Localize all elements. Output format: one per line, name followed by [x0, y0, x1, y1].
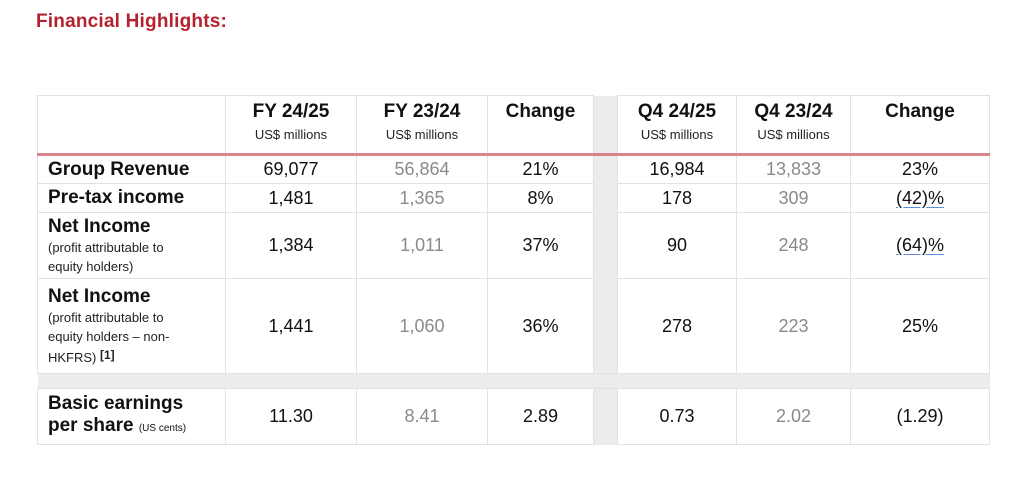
table-row: Net Income (profit attributable to equit… — [37, 212, 990, 279]
column-label: Q4 23/24 — [754, 101, 833, 122]
header-empty-cell — [37, 95, 226, 156]
negative-value: (64)% — [895, 235, 944, 255]
header-fy-prior: FY 23/24 US$ millions — [356, 95, 488, 156]
value-cell: 1,481 — [225, 183, 357, 213]
column-spacer — [593, 212, 618, 279]
header-row: FY 24/25 US$ millions FY 23/24 US$ milli… — [37, 95, 990, 156]
header-q4-prior: Q4 23/24 US$ millions — [736, 95, 851, 156]
value-cell: 37% — [487, 212, 594, 279]
value-cell: 13,833 — [736, 154, 851, 184]
header-q4-change: Change — [850, 95, 990, 156]
value-cell: 278 — [617, 278, 737, 374]
value-cell: (1.29) — [850, 388, 990, 445]
row-label-text: Net Income — [48, 285, 151, 307]
column-label: FY 23/24 — [383, 101, 461, 122]
row-label: Net Income (profit attributable to equit… — [37, 278, 226, 374]
column-spacer — [593, 154, 618, 184]
row-label-text: Pre-tax income — [48, 187, 185, 208]
table-row: Pre-tax income 1,481 1,365 8% 178 309 (4… — [37, 183, 990, 213]
column-unit: US$ millions — [254, 127, 328, 142]
column-spacer — [593, 388, 618, 445]
value-cell: 23% — [850, 154, 990, 184]
row-label-note-text: HKFRS) — [48, 349, 97, 365]
value-cell: (42)% — [850, 183, 990, 213]
value-cell: 8% — [487, 183, 594, 213]
financial-highlights-table: FY 24/25 US$ millions FY 23/24 US$ milli… — [37, 95, 990, 445]
row-label-note: (profit attributable to — [48, 309, 164, 325]
row-label-text: Net Income — [48, 215, 151, 237]
value-cell: 248 — [736, 212, 851, 279]
column-spacer — [593, 95, 618, 156]
value-cell: 0.73 — [617, 388, 737, 445]
value-cell: 56,864 — [356, 154, 488, 184]
value-cell: 69,077 — [225, 154, 357, 184]
row-label-note: HKFRS) [1] — [48, 346, 225, 367]
value-cell: 223 — [736, 278, 851, 374]
page-title: Financial Highlights: — [36, 11, 228, 32]
value-cell: 16,984 — [617, 154, 737, 184]
row-label-note: (profit attributable to — [48, 239, 164, 255]
row-label: Group Revenue — [37, 154, 226, 184]
column-label: Change — [885, 101, 955, 122]
value-cell: 11.30 — [225, 388, 357, 445]
row-label: Basic earnings per share (US cents) — [37, 388, 226, 445]
value-cell: 21% — [487, 154, 594, 184]
table-row: Basic earnings per share (US cents) 11.3… — [37, 388, 990, 445]
footnote-ref: [1] — [100, 347, 115, 362]
column-label: FY 24/25 — [252, 101, 330, 122]
row-label: Net Income (profit attributable to equit… — [37, 212, 226, 279]
row-label-text-line2: per share (US cents) — [48, 415, 225, 440]
column-spacer — [593, 278, 618, 374]
value-cell: (64)% — [850, 212, 990, 279]
value-cell: 1,384 — [225, 212, 357, 279]
table-row: Group Revenue 69,077 56,864 21% 16,984 1… — [37, 154, 990, 184]
separator-row — [37, 373, 990, 389]
value-cell: 1,441 — [225, 278, 357, 374]
row-label-note: equity holders – non- — [48, 328, 170, 344]
table-row: Net Income (profit attributable to equit… — [37, 278, 990, 374]
column-unit: US$ millions — [385, 127, 459, 142]
row-label-text: per share — [48, 415, 134, 436]
column-label: Q4 24/25 — [637, 101, 717, 122]
value-cell: 25% — [850, 278, 990, 374]
value-cell: 2.02 — [736, 388, 851, 445]
row-label-note: equity holders) — [48, 258, 134, 274]
value-cell: 178 — [617, 183, 737, 213]
header-q4-current: Q4 24/25 US$ millions — [617, 95, 737, 156]
row-label-unit: (US cents) — [138, 423, 187, 434]
header-fy-change: Change — [487, 95, 594, 156]
value-cell: 8.41 — [356, 388, 488, 445]
row-label-text: Group Revenue — [48, 158, 190, 180]
value-cell: 90 — [617, 212, 737, 279]
column-spacer — [593, 183, 618, 213]
value-cell: 1,365 — [356, 183, 488, 213]
value-cell: 1,011 — [356, 212, 488, 279]
column-unit: US$ millions — [640, 127, 714, 142]
value-cell: 2.89 — [487, 388, 594, 445]
value-cell: 1,060 — [356, 278, 488, 374]
negative-value: (42)% — [895, 187, 944, 208]
value-cell: 309 — [736, 183, 851, 213]
row-label-text: Basic earnings — [48, 393, 184, 414]
separator-cell — [37, 373, 990, 389]
column-unit: US$ millions — [757, 127, 830, 142]
row-label: Pre-tax income — [37, 183, 226, 213]
value-cell: 36% — [487, 278, 594, 374]
column-label: Change — [505, 101, 576, 122]
header-fy-current: FY 24/25 US$ millions — [225, 95, 357, 156]
